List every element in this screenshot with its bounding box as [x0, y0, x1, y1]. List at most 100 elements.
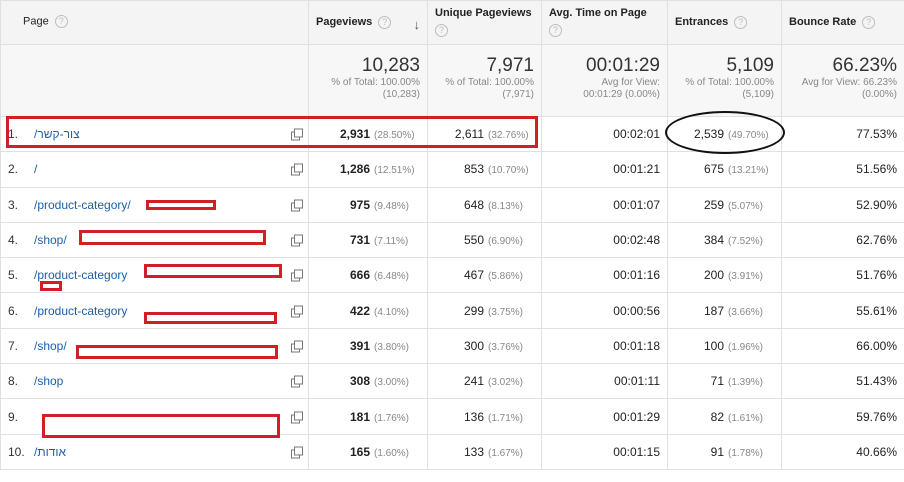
table-row: 3. /product-category/ 975 (9.48%) 648 (8.13…: [0, 186, 904, 223]
help-icon[interactable]: ?: [54, 15, 68, 28]
total-avg-time: 00:01:29 Avg for View: 00:01:29 (0.00%): [541, 44, 668, 117]
unique-pageviews-value: 299: [463, 303, 484, 318]
pageviews-value: 1,286: [339, 162, 370, 177]
page-link[interactable]: /product-category/: [34, 197, 131, 212]
open-external-icon[interactable]: [291, 199, 303, 212]
entrances-percent: (7.52%): [728, 236, 764, 248]
avg-time-value: 00:00:56: [613, 303, 660, 318]
avg-time-cell: 00:01:16: [541, 257, 668, 294]
total-sub: % of Total: 100.00%: [685, 77, 774, 88]
avg-time-value: 00:02:01: [613, 127, 660, 142]
help-icon[interactable]: ?: [378, 15, 392, 29]
entrances-value: 91: [710, 444, 724, 459]
col-header-unique-pageviews[interactable]: Unique Pageviews ?: [427, 0, 542, 45]
bounce-rate-cell: 77.53%: [781, 115, 904, 153]
bounce-rate-cell: 40.66%: [781, 433, 904, 470]
avg-time-value: 00:01:11: [614, 374, 660, 389]
col-header-bounce-rate[interactable]: Bounce Rate?: [781, 0, 904, 45]
entrances-percent: (3.66%): [728, 306, 764, 318]
col-header-entrances[interactable]: Entrances?: [667, 0, 782, 45]
col-header-page[interactable]: Page?: [0, 0, 309, 45]
help-icon[interactable]: ?: [435, 24, 448, 37]
entrances-value: 100: [703, 338, 724, 353]
pageviews-percent: (1.76%): [374, 412, 410, 424]
open-external-icon[interactable]: [291, 163, 303, 176]
bounce-rate-cell: 51.43%: [781, 363, 904, 400]
total-value: 5,109: [726, 55, 774, 76]
redaction-box: [144, 264, 282, 278]
entrances-percent: (3.91%): [728, 271, 764, 283]
avg-time-value: 00:01:16: [613, 268, 660, 283]
total-unique-pageviews: 7,971 % of Total: 100.00% (7,971): [427, 44, 542, 117]
pageviews-percent: (1.60%): [374, 447, 410, 459]
avg-time-cell: 00:01:21: [541, 151, 668, 188]
total-sub: (7,971): [502, 89, 534, 100]
open-external-icon[interactable]: [291, 305, 303, 318]
col-header-avg-time-label: Avg. Time on Page: [549, 7, 647, 19]
page-link[interactable]: /shop/: [34, 233, 67, 248]
help-icon[interactable]: ?: [734, 15, 748, 29]
page-link[interactable]: /צור-קשר: [34, 127, 80, 142]
unique-pageviews-cell: 136 (1.71%): [427, 398, 542, 435]
unique-pageviews-cell: 300 (3.76%): [427, 327, 542, 365]
col-header-bounce-rate-label: Bounce Rate: [789, 16, 857, 28]
bounce-rate-value: 55.61%: [856, 303, 897, 318]
table-row: 2. / 1,286 (12.51%) 853 (10.70%) 00:01:21 6…: [0, 151, 904, 188]
bounce-rate-value: 51.56%: [856, 162, 897, 177]
entrances-cell: 100 (1.96%): [667, 327, 782, 365]
col-header-entrances-label: Entrances: [675, 16, 729, 28]
pageviews-percent: (12.51%): [374, 165, 415, 177]
page-link[interactable]: /shop: [34, 374, 64, 389]
redaction-box: [144, 312, 277, 324]
open-external-icon[interactable]: [291, 269, 303, 282]
pageviews-value: 975: [349, 197, 370, 212]
open-external-icon[interactable]: [291, 446, 303, 459]
total-sub: (0.00%): [861, 89, 897, 100]
entrances-cell: 91 (1.78%): [667, 433, 782, 470]
avg-time-value: 00:01:21: [613, 162, 660, 177]
col-header-pageviews[interactable]: Pageviews? ↓: [308, 0, 428, 45]
pageviews-percent: (6.48%): [374, 271, 410, 283]
total-sub: Avg for View:: [601, 77, 660, 88]
unique-pageviews-cell: 853 (10.70%): [427, 151, 542, 188]
avg-time-cell: 00:02:01: [541, 115, 668, 153]
entrances-cell: 71 (1.39%): [667, 363, 782, 400]
pageviews-percent: (7.11%): [374, 236, 409, 248]
total-value: 7,971: [486, 55, 534, 76]
entrances-value: 675: [703, 162, 724, 177]
page-link[interactable]: /product-category: [34, 268, 128, 283]
help-icon[interactable]: ?: [549, 24, 562, 37]
unique-pageviews-percent: (1.67%): [488, 447, 524, 459]
unique-pageviews-percent: (3.02%): [488, 377, 524, 389]
bounce-rate-cell: 51.56%: [781, 151, 904, 188]
col-header-avg-time[interactable]: Avg. Time on Page ?: [541, 0, 668, 45]
help-icon[interactable]: ?: [862, 15, 876, 29]
open-external-icon[interactable]: [291, 128, 303, 141]
open-external-icon[interactable]: [291, 234, 303, 247]
unique-pageviews-value: 853: [463, 162, 484, 177]
page-link[interactable]: /: [34, 162, 38, 177]
pageviews-cell: 666 (6.48%): [308, 257, 428, 294]
row-index: 8.: [8, 374, 19, 389]
total-bounce-rate: 66.23% Avg for View: 66.23% (0.00%): [781, 44, 904, 117]
unique-pageviews-cell: 467 (5.86%): [427, 257, 542, 294]
open-external-icon[interactable]: [291, 411, 303, 424]
open-external-icon[interactable]: [291, 340, 303, 353]
entrances-value: 259: [703, 197, 724, 212]
entrances-cell: 82 (1.61%): [667, 398, 782, 435]
total-sub: Avg for View: 66.23%: [801, 77, 897, 88]
page-link[interactable]: /product-category: [34, 303, 128, 318]
bounce-rate-cell: 52.90%: [781, 186, 904, 223]
page-link[interactable]: /אודות: [34, 444, 67, 459]
total-sub: 00:01:29 (0.00%): [583, 89, 660, 100]
open-external-icon[interactable]: [291, 375, 303, 388]
avg-time-cell: 00:02:48: [541, 221, 668, 259]
page-cell: 2. /: [0, 151, 309, 188]
total-sub: (5,109): [742, 89, 774, 100]
unique-pageviews-percent: (10.70%): [488, 165, 529, 177]
unique-pageviews-value: 648: [463, 197, 484, 212]
pageviews-value: 308: [349, 374, 370, 389]
sort-descending-icon[interactable]: ↓: [413, 16, 421, 32]
row-index: 2.: [8, 162, 19, 177]
page-link[interactable]: /shop/: [34, 338, 67, 353]
